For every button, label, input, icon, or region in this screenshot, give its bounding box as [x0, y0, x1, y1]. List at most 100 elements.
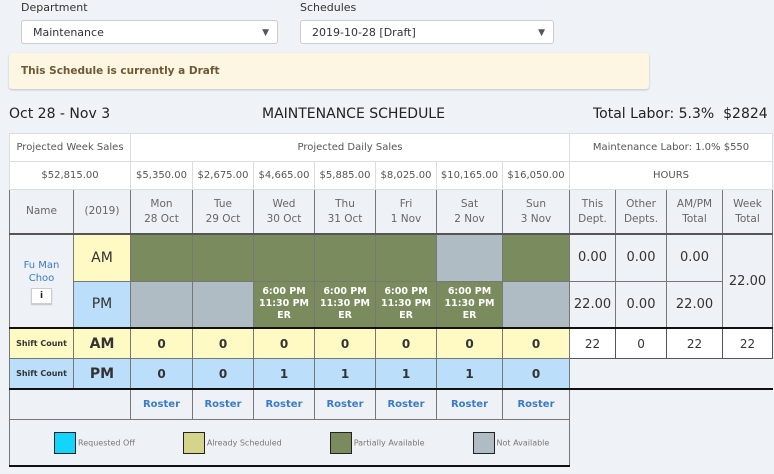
am-cell-sun[interactable]: [501, 233, 571, 282]
daily-sales: $5,350.00: [130, 161, 193, 190]
schedules-select[interactable]: 2019-10-28 [Draft] ▼: [300, 20, 554, 44]
day-header-fri: Fri 1 Nov: [375, 189, 437, 235]
am-shift-count: 0: [436, 327, 503, 359]
legend-swatch: [182, 431, 205, 454]
legend-swatch: [472, 431, 495, 454]
shift-text: 6:00 PM: [262, 286, 306, 298]
pm-shift-count: 0: [192, 358, 254, 390]
legend: Requested Off Already Scheduled Partially …: [8, 419, 571, 467]
roster-blank: [9, 388, 131, 420]
blank: [570, 389, 773, 420]
blank: [570, 420, 773, 467]
pm-label: PM: [73, 280, 131, 329]
day-header-wed: Wed 30 Oct: [253, 189, 315, 235]
projected-daily-sales-label: Projected Daily Sales: [129, 133, 571, 162]
am-cell-tue[interactable]: [192, 233, 254, 282]
year-col-header: (2019): [73, 189, 131, 235]
pm-cell-mon[interactable]: [130, 280, 193, 329]
day-date: 3 Nov: [520, 212, 552, 225]
hours-col-line: Week: [733, 197, 762, 210]
pm-cell-fri[interactable]: 6:00 PM 11:30 PM ER: [375, 280, 437, 329]
am-cell-thu[interactable]: [314, 233, 376, 282]
draft-alert: This Schedule is currently a Draft: [9, 53, 649, 89]
pm-cell-sun[interactable]: [501, 280, 571, 329]
pm-shift-count: 1: [436, 358, 503, 390]
date-range: Oct 28 - Nov 3: [9, 106, 111, 122]
pm-cell-thu[interactable]: 6:00 PM 11:30 PM ER: [314, 280, 376, 329]
am-shift-count: 0: [192, 327, 254, 359]
am-cell-wed[interactable]: [253, 233, 315, 282]
pm-hours: 22.00: [569, 280, 617, 329]
shift-text: 6:00 PM: [323, 286, 367, 298]
roster-link[interactable]: Roster: [501, 388, 571, 420]
am-cell-sat[interactable]: [436, 233, 503, 282]
shift-total: 22: [569, 327, 617, 359]
projected-week-sales-label: Projected Week Sales: [9, 133, 131, 162]
am-hours: 0.00: [666, 233, 724, 282]
week-sales: $52,815.00: [9, 161, 131, 190]
week-total: 22.00: [722, 233, 774, 329]
day-date: 29 Oct: [205, 212, 241, 225]
shift-pm-label: PM: [73, 358, 131, 390]
daily-sales: $5,885.00: [314, 161, 376, 190]
chevron-down-icon: ▼: [262, 28, 269, 38]
hours-col-line: Total: [682, 212, 707, 225]
hours-col-line: Dept.: [578, 212, 607, 225]
roster-link[interactable]: Roster: [192, 388, 254, 420]
roster-link[interactable]: Roster: [130, 388, 193, 420]
shift-text: ER: [399, 310, 413, 322]
pm-cell-wed[interactable]: 6:00 PM 11:30 PM ER: [253, 280, 315, 329]
pm-shift-count: 1: [314, 358, 376, 390]
hours-col-header: AM/PM Total: [666, 189, 724, 235]
roster-link[interactable]: Roster: [436, 388, 503, 420]
am-cell-mon[interactable]: [130, 233, 193, 282]
shift-am-label: AM: [73, 327, 131, 359]
roster-link[interactable]: Roster: [253, 388, 315, 420]
shift-count-label: Shift Count: [9, 358, 74, 390]
total-labor-cost: $2824: [723, 106, 768, 122]
day-header-sat: Sat 2 Nov: [436, 189, 503, 235]
day-date: 28 Oct: [144, 212, 179, 225]
pm-cell-tue[interactable]: [192, 280, 254, 329]
legend-item: Requested Off: [54, 431, 135, 454]
legend-label: Requested Off: [78, 438, 135, 447]
pm-shift-count: 1: [253, 358, 315, 390]
chevron-down-icon: ▼: [538, 28, 545, 38]
legend-swatch: [329, 431, 352, 454]
hours-col-line: Total: [735, 212, 760, 225]
shift-total: 0: [615, 327, 668, 359]
legend-swatch: [54, 431, 76, 454]
day-header-sun: Sun 3 Nov: [501, 189, 571, 235]
roster-link[interactable]: Roster: [314, 388, 376, 420]
day-header-tue: Tue 29 Oct: [192, 189, 254, 235]
legend-item: Partially Available: [329, 431, 425, 454]
pm-shift-count: 0: [130, 358, 193, 390]
schedules-value: 2019-10-28 [Draft]: [312, 26, 416, 39]
pm-cell-sat[interactable]: 6:00 PM 11:30 PM ER: [436, 280, 503, 329]
day-date: 30 Oct: [266, 212, 302, 225]
page-title: MAINTENANCE SCHEDULE: [262, 106, 445, 122]
am-shift-count: 0: [130, 327, 193, 359]
shift-text: ER: [462, 310, 477, 322]
day-header-thu: Thu 31 Oct: [314, 189, 376, 235]
department-select[interactable]: Maintenance ▼: [21, 20, 278, 44]
legend-label: Partially Available: [353, 438, 425, 447]
day-header-mon: Mon 28 Oct: [130, 189, 193, 235]
daily-sales: $10,165.00: [436, 161, 503, 190]
department-label: Department: [21, 1, 88, 14]
employee-name[interactable]: Fu Man Choo: [23, 259, 60, 284]
day-name: Tue: [214, 197, 232, 210]
info-button[interactable]: i: [31, 287, 52, 304]
am-cell-fri[interactable]: [375, 233, 437, 282]
roster-link[interactable]: Roster: [375, 388, 437, 420]
pm-hours: 22.00: [666, 280, 724, 329]
total-labor: Total Labor: 5.3% $2824: [593, 106, 768, 122]
blank: [570, 359, 773, 390]
shift-total: 22: [666, 327, 724, 359]
legend-label: Already Scheduled: [206, 438, 282, 447]
am-label: AM: [73, 233, 131, 282]
schedule-table: Projected Week Sales Projected Daily Sal…: [8, 133, 774, 467]
shift-total: 22: [722, 327, 774, 359]
daily-sales: $4,665.00: [253, 161, 315, 190]
am-shift-count: 0: [375, 327, 437, 359]
